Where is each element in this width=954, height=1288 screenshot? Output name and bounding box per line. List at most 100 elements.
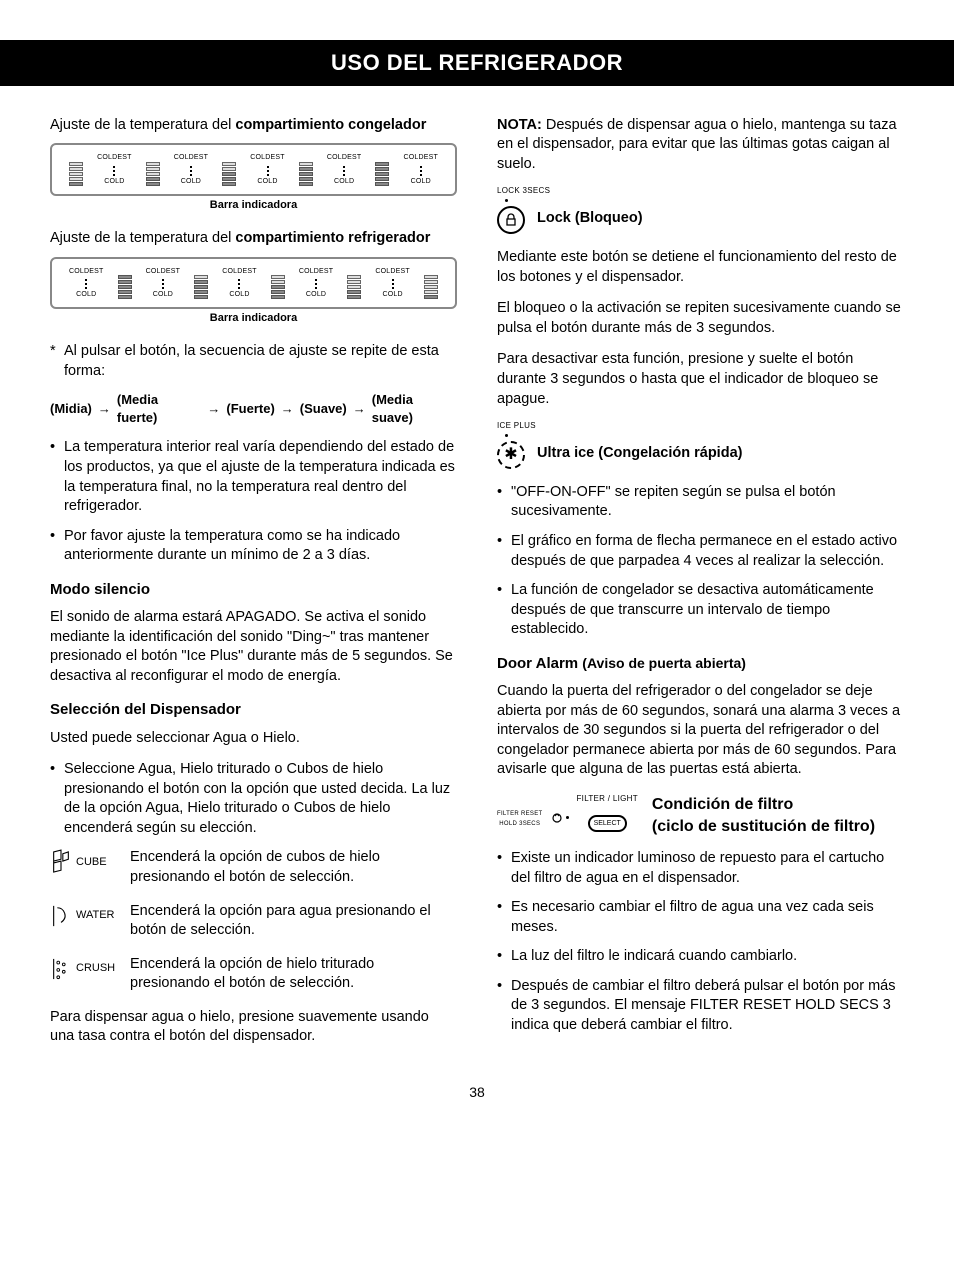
star-mark: * <box>50 342 64 381</box>
fridge-heading-pre: Ajuste de la temperatura del <box>50 230 235 246</box>
iceplus-icon: ✱ <box>497 441 525 469</box>
temp-bullet-1: • La temperatura interior real varía dep… <box>50 438 457 516</box>
filter-b1-text: Existe un indicador luminoso de repuesto… <box>511 849 904 888</box>
dispenser-intro: Usted puede seleccionar Agua o Hielo. <box>50 729 457 749</box>
filter-b2: •Es necesario cambiar el filtro de agua … <box>497 898 904 937</box>
star-text: Al pulsar el botón, la secuencia de ajus… <box>64 342 457 381</box>
temp-scale-col: COLDESTCOLD <box>69 267 103 302</box>
crush-icon <box>50 955 72 983</box>
filter-reset-label: FILTER RESET <box>497 810 543 818</box>
filter-left-labels: FILTER RESET HOLD 3SECS <box>497 810 543 828</box>
temp-scale-col: COLDESTCOLD <box>299 267 333 302</box>
filter-light-label: FILTER / LIGHT <box>577 794 638 805</box>
lock-title: Lock (Bloqueo) <box>537 209 643 229</box>
cube-icon <box>50 848 72 876</box>
indicator-bar <box>299 161 313 186</box>
freezer-indicator-panel: COLDESTCOLD COLDESTCOLD COLDESTCOLD COLDEST… <box>50 143 457 196</box>
lock-dot-icon <box>505 199 508 202</box>
door-alarm-title: Door Alarm (Aviso de puerta abierta) <box>497 654 904 674</box>
water-label: WATER <box>76 908 115 923</box>
bullet-mark: • <box>50 438 64 516</box>
nota-paragraph: NOTA: Después de dispensar agua o hielo,… <box>497 116 904 175</box>
indicator-bar <box>146 161 160 186</box>
page-title-bar: USO DEL REFRIGERADOR <box>0 40 954 86</box>
fridge-indicator-panel: COLDESTCOLDCOLDESTCOLDCOLDESTCOLDCOLDEST… <box>50 257 457 310</box>
freezer-heading: Ajuste de la temperatura del compartimie… <box>50 116 457 136</box>
door-alarm-paren: (Aviso de puerta abierta) <box>582 655 746 671</box>
arrow-icon: → <box>98 400 111 418</box>
filter-center: FILTER / LIGHT SELECT <box>577 794 638 832</box>
bullet-mark: • <box>50 527 64 566</box>
indicator-bar <box>375 161 389 186</box>
content-columns: Ajuste de la temperatura del compartimie… <box>50 116 904 1059</box>
temp-scale-col: COLDESTCOLD <box>174 153 208 188</box>
dispenser-footer: Para dispensar agua o hielo, presione su… <box>50 1008 457 1047</box>
iceplus-small-label: ICE PLUS <box>497 421 536 432</box>
seq-item: (Suave) <box>300 400 347 418</box>
lock-icon <box>497 206 525 234</box>
water-row: WATER Encenderá la opción para agua pres… <box>50 902 457 941</box>
water-text: Encenderá la opción para agua presionand… <box>130 902 457 941</box>
crush-text: Encenderá la opción de hielo triturado p… <box>130 955 457 994</box>
page-number: 38 <box>50 1083 904 1102</box>
filter-title-2: (ciclo de sustitución de filtro) <box>652 816 904 838</box>
seq-item: (Media fuerte) <box>117 391 202 426</box>
cube-text: Encenderá la opción de cubos de hielo pr… <box>130 848 457 887</box>
filter-icon-block: FILTER RESET HOLD 3SECS FILTER / LIGHT S… <box>497 794 904 837</box>
seq-item: (Midia) <box>50 400 92 418</box>
filter-hold-label: HOLD 3SECS <box>499 820 540 828</box>
silent-title: Modo silencio <box>50 580 457 600</box>
dispenser-bullet: • Seleccione Agua, Hielo triturado o Cub… <box>50 760 457 838</box>
left-column: Ajuste de la temperatura del compartimie… <box>50 116 457 1059</box>
lock-small-label: LOCK 3SECS <box>497 186 550 197</box>
freezer-heading-bold: compartimiento congelador <box>235 117 426 133</box>
arrow-icon: → <box>281 400 294 418</box>
indicator-bar <box>222 161 236 186</box>
cube-icon-box: CUBE <box>50 848 120 876</box>
filter-dot-icon <box>566 816 569 819</box>
indicator-bar <box>69 161 83 186</box>
fridge-heading-bold: compartimiento refrigerador <box>235 230 430 246</box>
lock-icon-head: LOCK 3SECS Lock (Bloqueo) <box>497 186 904 242</box>
filter-b4: •Después de cambiar el filtro deberá pul… <box>497 977 904 1036</box>
filter-b3-text: La luz del filtro le indicará cuando cam… <box>511 947 904 967</box>
door-alarm-bold: Door Alarm <box>497 655 582 672</box>
ice-b1: •"OFF-ON-OFF" se repiten según se pulsa … <box>497 483 904 522</box>
indicator-bar <box>271 274 285 299</box>
temp-scale-col: COLDESTCOLD <box>250 153 284 188</box>
filter-title-1: Condición de filtro <box>652 794 904 816</box>
temp-scale-col: COLDESTCOLD <box>327 153 361 188</box>
dispenser-bullet-text: Seleccione Agua, Hielo triturado o Cubos… <box>64 760 457 838</box>
iceplus-dot-icon <box>505 434 508 437</box>
arrow-icon: → <box>353 400 366 418</box>
filter-b2-text: Es necesario cambiar el filtro de agua u… <box>511 898 904 937</box>
seq-item: (Media suave) <box>372 391 457 426</box>
lock-p2: El bloqueo o la activación se repiten su… <box>497 299 904 338</box>
filter-select-button: SELECT <box>588 815 627 832</box>
temp-scale-col: COLDESTCOLD <box>146 267 180 302</box>
ice-b1-text: "OFF-ON-OFF" se repiten según se pulsa e… <box>511 483 904 522</box>
crush-icon-box: CRUSH <box>50 955 120 983</box>
filter-titles: Condición de filtro (ciclo de sustitució… <box>652 794 904 837</box>
water-icon-box: WATER <box>50 902 120 930</box>
filter-b3: •La luz del filtro le indicará cuando ca… <box>497 947 904 967</box>
temp-bullet-2: • Por favor ajuste la temperatura como s… <box>50 527 457 566</box>
indicator-bar <box>347 274 361 299</box>
freezer-caption: Barra indicadora <box>50 198 457 213</box>
dispenser-title: Selección del Dispensador <box>50 700 457 720</box>
crush-row: CRUSH Encenderá la opción de hielo tritu… <box>50 955 457 994</box>
temp-bullet-2-text: Por favor ajuste la temperatura como se … <box>64 527 457 566</box>
ice-b2: •El gráfico en forma de flecha permanece… <box>497 532 904 571</box>
nota-body: Después de dispensar agua o hielo, mante… <box>497 117 897 172</box>
filter-indicator <box>551 812 569 824</box>
indicator-bar <box>118 274 132 299</box>
ice-b3-text: La función de congelador se desactiva au… <box>511 581 904 640</box>
filter-b4-text: Después de cambiar el filtro deberá puls… <box>511 977 904 1036</box>
temp-scale-col: COLDESTCOLD <box>97 153 131 188</box>
silent-body: El sonido de alarma estará APAGADO. Se a… <box>50 608 457 686</box>
indicator-bar <box>194 274 208 299</box>
water-icon <box>50 902 72 930</box>
lock-p1: Mediante este botón se detiene el funcio… <box>497 248 904 287</box>
bullet-mark: • <box>50 760 64 838</box>
fridge-caption: Barra indicadora <box>50 311 457 326</box>
